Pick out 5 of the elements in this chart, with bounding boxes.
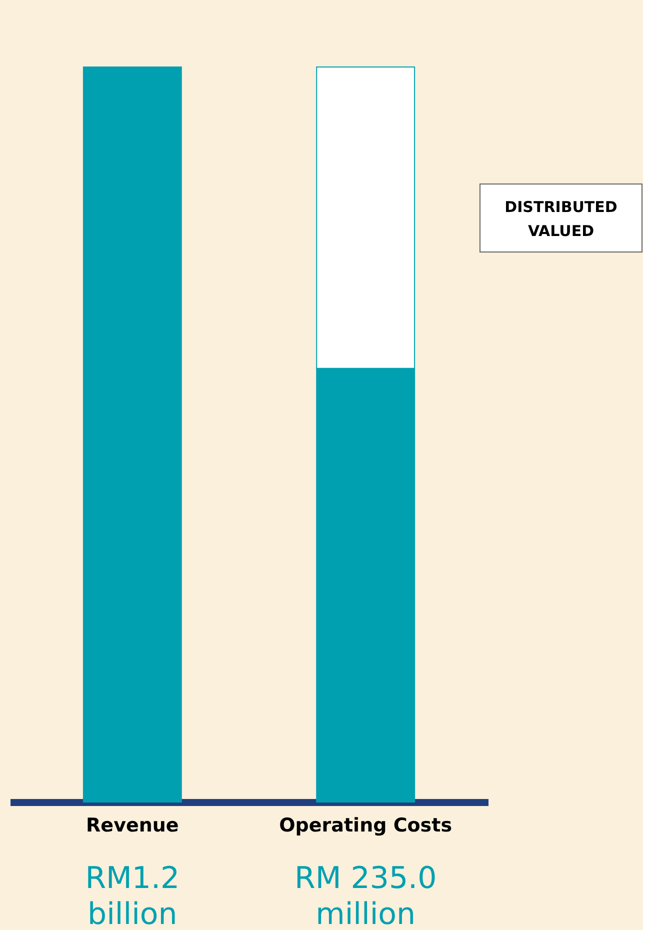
- text: RM 235.0 million: [294, 861, 437, 932]
- x-tick-label: Operating Costs: [279, 814, 452, 836]
- text: RM1.2 billion: [85, 861, 180, 932]
- x-tick-label: Revenue: [86, 814, 179, 836]
- text: DISTRIBUTED VALUED: [504, 198, 618, 240]
